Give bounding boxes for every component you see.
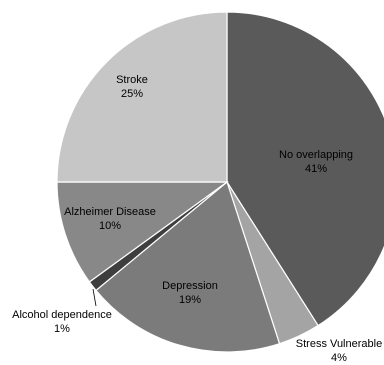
slice-label-depression: Depression: [162, 280, 218, 292]
slice-value-alzheimer-disease: 10%: [99, 220, 121, 232]
pie-slice-depression: [95, 180, 281, 353]
slice-value-stress-vulnerable: 4%: [331, 352, 347, 364]
pie-slice-alzheimer-disease: [56, 181, 229, 283]
pie-slice-stroke: [56, 11, 228, 183]
slice-value-depression: 19%: [179, 294, 201, 306]
slice-label-alcohol-dependence: Alcohol dependence: [12, 309, 112, 321]
slice-value-no-overlapping: 41%: [305, 163, 327, 175]
slice-label-alzheimer-disease: Alzheimer Disease: [64, 206, 156, 218]
slices-layer: [56, 11, 384, 353]
leader-line-alcohol-dependence: [92, 288, 97, 307]
slice-label-stroke: Stroke: [116, 74, 148, 86]
pie-slice-no-overlapping: [226, 11, 384, 327]
slice-value-alcohol-dependence: 1%: [54, 323, 70, 335]
slice-value-stroke: 25%: [121, 88, 143, 100]
slice-label-no-overlapping: No overlapping: [279, 149, 353, 161]
slice-label-stress-vulnerable: Stress Vulnerable: [296, 338, 382, 350]
labels-layer: No overlapping 41% Stress Vulnerable 4% Depr…: [12, 74, 382, 364]
